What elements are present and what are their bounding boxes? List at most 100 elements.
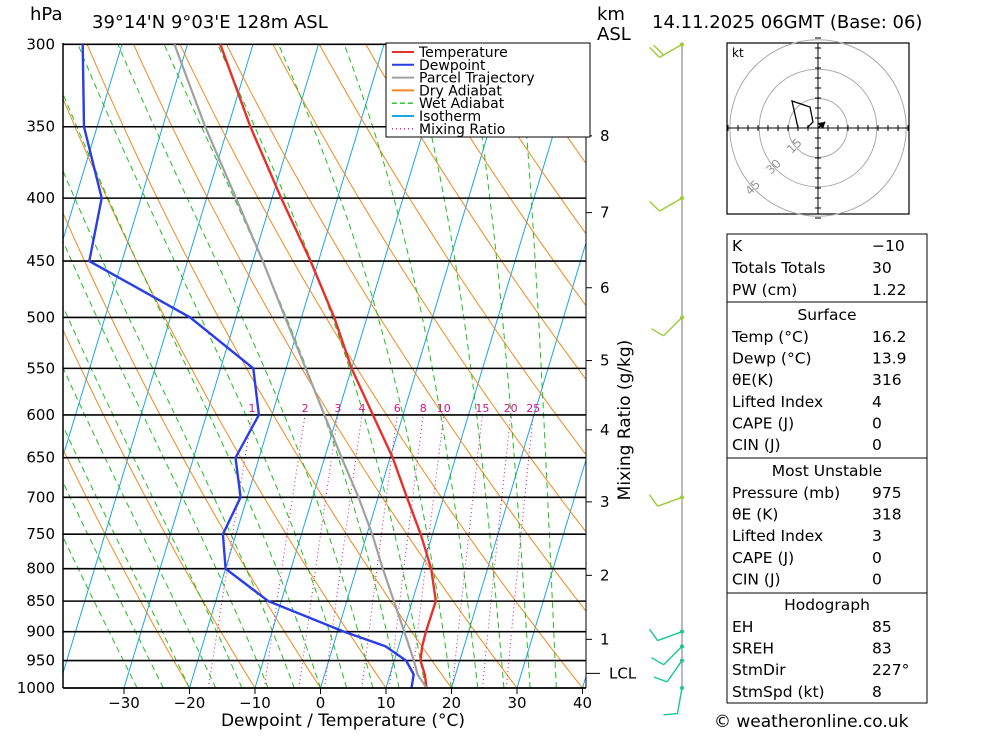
datetime-title: 14.11.2025 06GMT (Base: 06) — [652, 12, 922, 33]
surface-row-value: 0 — [872, 436, 882, 454]
isotherm-line — [124, 44, 319, 688]
mixing-ratio-label: 25 — [526, 402, 540, 415]
pressure-tick-label: 550 — [26, 359, 55, 377]
isobars — [63, 44, 586, 688]
most-unstable-row-value: 0 — [872, 549, 882, 567]
index-label: K — [732, 237, 743, 255]
hodograph-params-row-label: EH — [732, 618, 753, 636]
surface-title: Surface — [797, 306, 856, 324]
pressure-tick-label: 400 — [26, 189, 55, 207]
mixing-ratio-label: 8 — [420, 402, 427, 415]
hodograph-unit: kt — [732, 46, 744, 60]
pressure-tick-label: 350 — [26, 118, 55, 136]
surface-row-label: CAPE (J) — [732, 414, 794, 432]
hodograph-params-row-label: StmDir — [732, 661, 786, 679]
index-label: Totals Totals — [731, 259, 825, 277]
wind-barb-flag — [650, 495, 658, 506]
copyright-text: © weatheronline.co.uk — [714, 712, 909, 732]
pressure-tick-label: 700 — [26, 488, 55, 506]
mixing-ratio-label: 4 — [359, 402, 366, 415]
surface-row-label: Lifted Index — [732, 393, 823, 411]
temperature-line — [220, 44, 435, 688]
surface-row-value: 4 — [872, 393, 882, 411]
wet-adiabat-line — [519, 44, 556, 688]
x-tick-label: 30 — [507, 694, 526, 712]
most-unstable-row-value: 975 — [872, 484, 902, 502]
wind-barb-flag — [651, 329, 663, 336]
pressure-tick-label: 1000 — [17, 679, 55, 697]
wind-barb-shaft — [659, 198, 682, 211]
km-label: 6 — [600, 279, 610, 297]
pressure-tick-label: 800 — [26, 560, 55, 578]
pressure-tick-label: 300 — [26, 35, 55, 53]
x-tick-label: 0 — [316, 694, 326, 712]
lcl-label: LCL — [609, 664, 637, 682]
surface-row-label: Dewp (°C) — [732, 350, 812, 368]
isotherm-line — [190, 44, 385, 688]
x-tick-label: −30 — [108, 694, 140, 712]
isotherm-line — [386, 44, 581, 688]
most-unstable-title: Most Unstable — [772, 462, 882, 480]
wind-barb-shaft — [658, 497, 682, 506]
most-unstable-row-label: Pressure (mb) — [732, 484, 840, 502]
wet-adiabat-line — [0, 44, 137, 688]
pressure-tick-label: 900 — [26, 623, 55, 641]
wind-barb-flag — [654, 677, 667, 682]
hodograph-params-title: Hodograph — [784, 596, 870, 614]
mixing-ratio-label: 15 — [475, 402, 489, 415]
hodograph-params-row-label: SREH — [732, 640, 774, 658]
pressure-tick-label: 750 — [26, 525, 55, 543]
km-label: 8 — [600, 127, 610, 145]
x-tick-label: −20 — [174, 694, 206, 712]
mixing-ratio-label: 6 — [394, 402, 401, 415]
wind-barb-shaft — [667, 661, 682, 682]
index-value: 1.22 — [872, 281, 907, 299]
most-unstable-row-value: 3 — [872, 527, 882, 545]
most-unstable-row-label: CIN (J) — [732, 570, 781, 588]
most-unstable-row-label: CAPE (J) — [732, 549, 794, 567]
mixing-ratio-line — [264, 415, 305, 688]
mixing-ratio-line — [325, 415, 363, 688]
km-label: 2 — [600, 566, 610, 584]
dewpoint-line — [83, 44, 414, 688]
km-label: 1 — [600, 630, 610, 648]
wind-barb-shaft — [659, 44, 682, 57]
wind-barb-shaft — [664, 646, 682, 664]
legend-label: Mixing Ratio — [419, 122, 505, 138]
x-axis-label: Dewpoint / Temperature (°C) — [221, 711, 465, 731]
index-value: −10 — [872, 237, 905, 255]
most-unstable-row-label: Lifted Index — [732, 527, 823, 545]
pressure-tick-label: 450 — [26, 252, 55, 270]
pressure-tick-label: 950 — [26, 652, 55, 670]
hodograph-params-row-label: StmSpd (kt) — [732, 683, 825, 701]
mixing-ratio-line — [452, 415, 482, 688]
surface-row-value: 16.2 — [872, 328, 907, 346]
dry-adiabat-line — [180, 44, 583, 688]
most-unstable-row-value: 318 — [872, 506, 902, 524]
hodograph-params-row-value: 85 — [872, 618, 892, 636]
index-value: 30 — [872, 259, 892, 277]
wet-adiabat-line — [43, 44, 321, 688]
wind-barb-flag — [650, 629, 658, 640]
wind-barb-shaft — [664, 317, 682, 335]
pressure-unit-label: hPa — [30, 4, 62, 25]
location-title: 39°14'N 9°03'E 128m ASL — [92, 12, 328, 33]
surface-row-label: θE(K) — [732, 371, 774, 389]
surface-row-value: 13.9 — [872, 350, 907, 368]
wet-adiabat-line — [164, 44, 399, 688]
wind-barb-flag — [650, 201, 660, 211]
wind-barb-flag — [664, 714, 678, 715]
hodograph-params-row-value: 8 — [872, 683, 882, 701]
x-tick-label: 20 — [442, 694, 461, 712]
mixing-ratio-label: 3 — [334, 402, 341, 415]
km-label: 5 — [600, 352, 610, 370]
isotherm-line — [255, 44, 450, 688]
most-unstable-row-label: θE (K) — [732, 506, 778, 524]
most-unstable-row-value: 0 — [872, 570, 882, 588]
mixing-ratio-line — [299, 415, 338, 688]
